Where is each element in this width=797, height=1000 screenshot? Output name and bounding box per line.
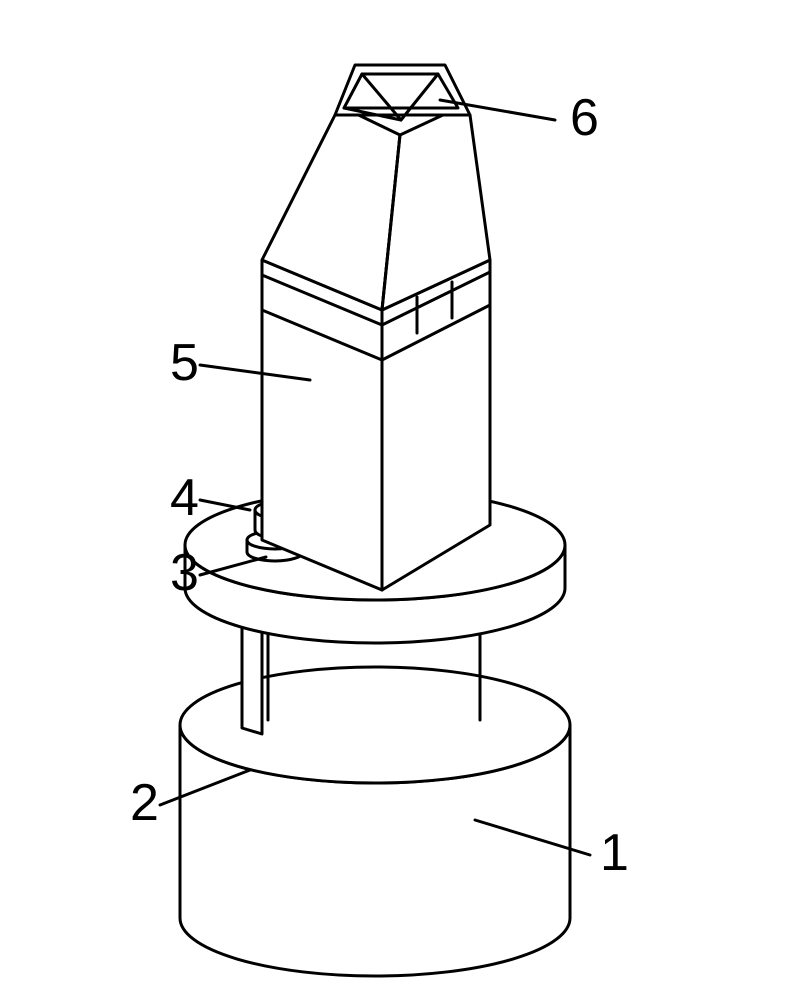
callout-label-6: 6 (570, 89, 599, 147)
callout-label-1: 1 (600, 824, 629, 882)
callout-label-2: 2 (130, 774, 159, 832)
callout-label-3: 3 (170, 544, 199, 602)
callout-label-5: 5 (170, 334, 199, 392)
technical-figure: 6 5 4 3 2 1 (0, 0, 797, 1000)
callout-label-4: 4 (170, 469, 199, 527)
